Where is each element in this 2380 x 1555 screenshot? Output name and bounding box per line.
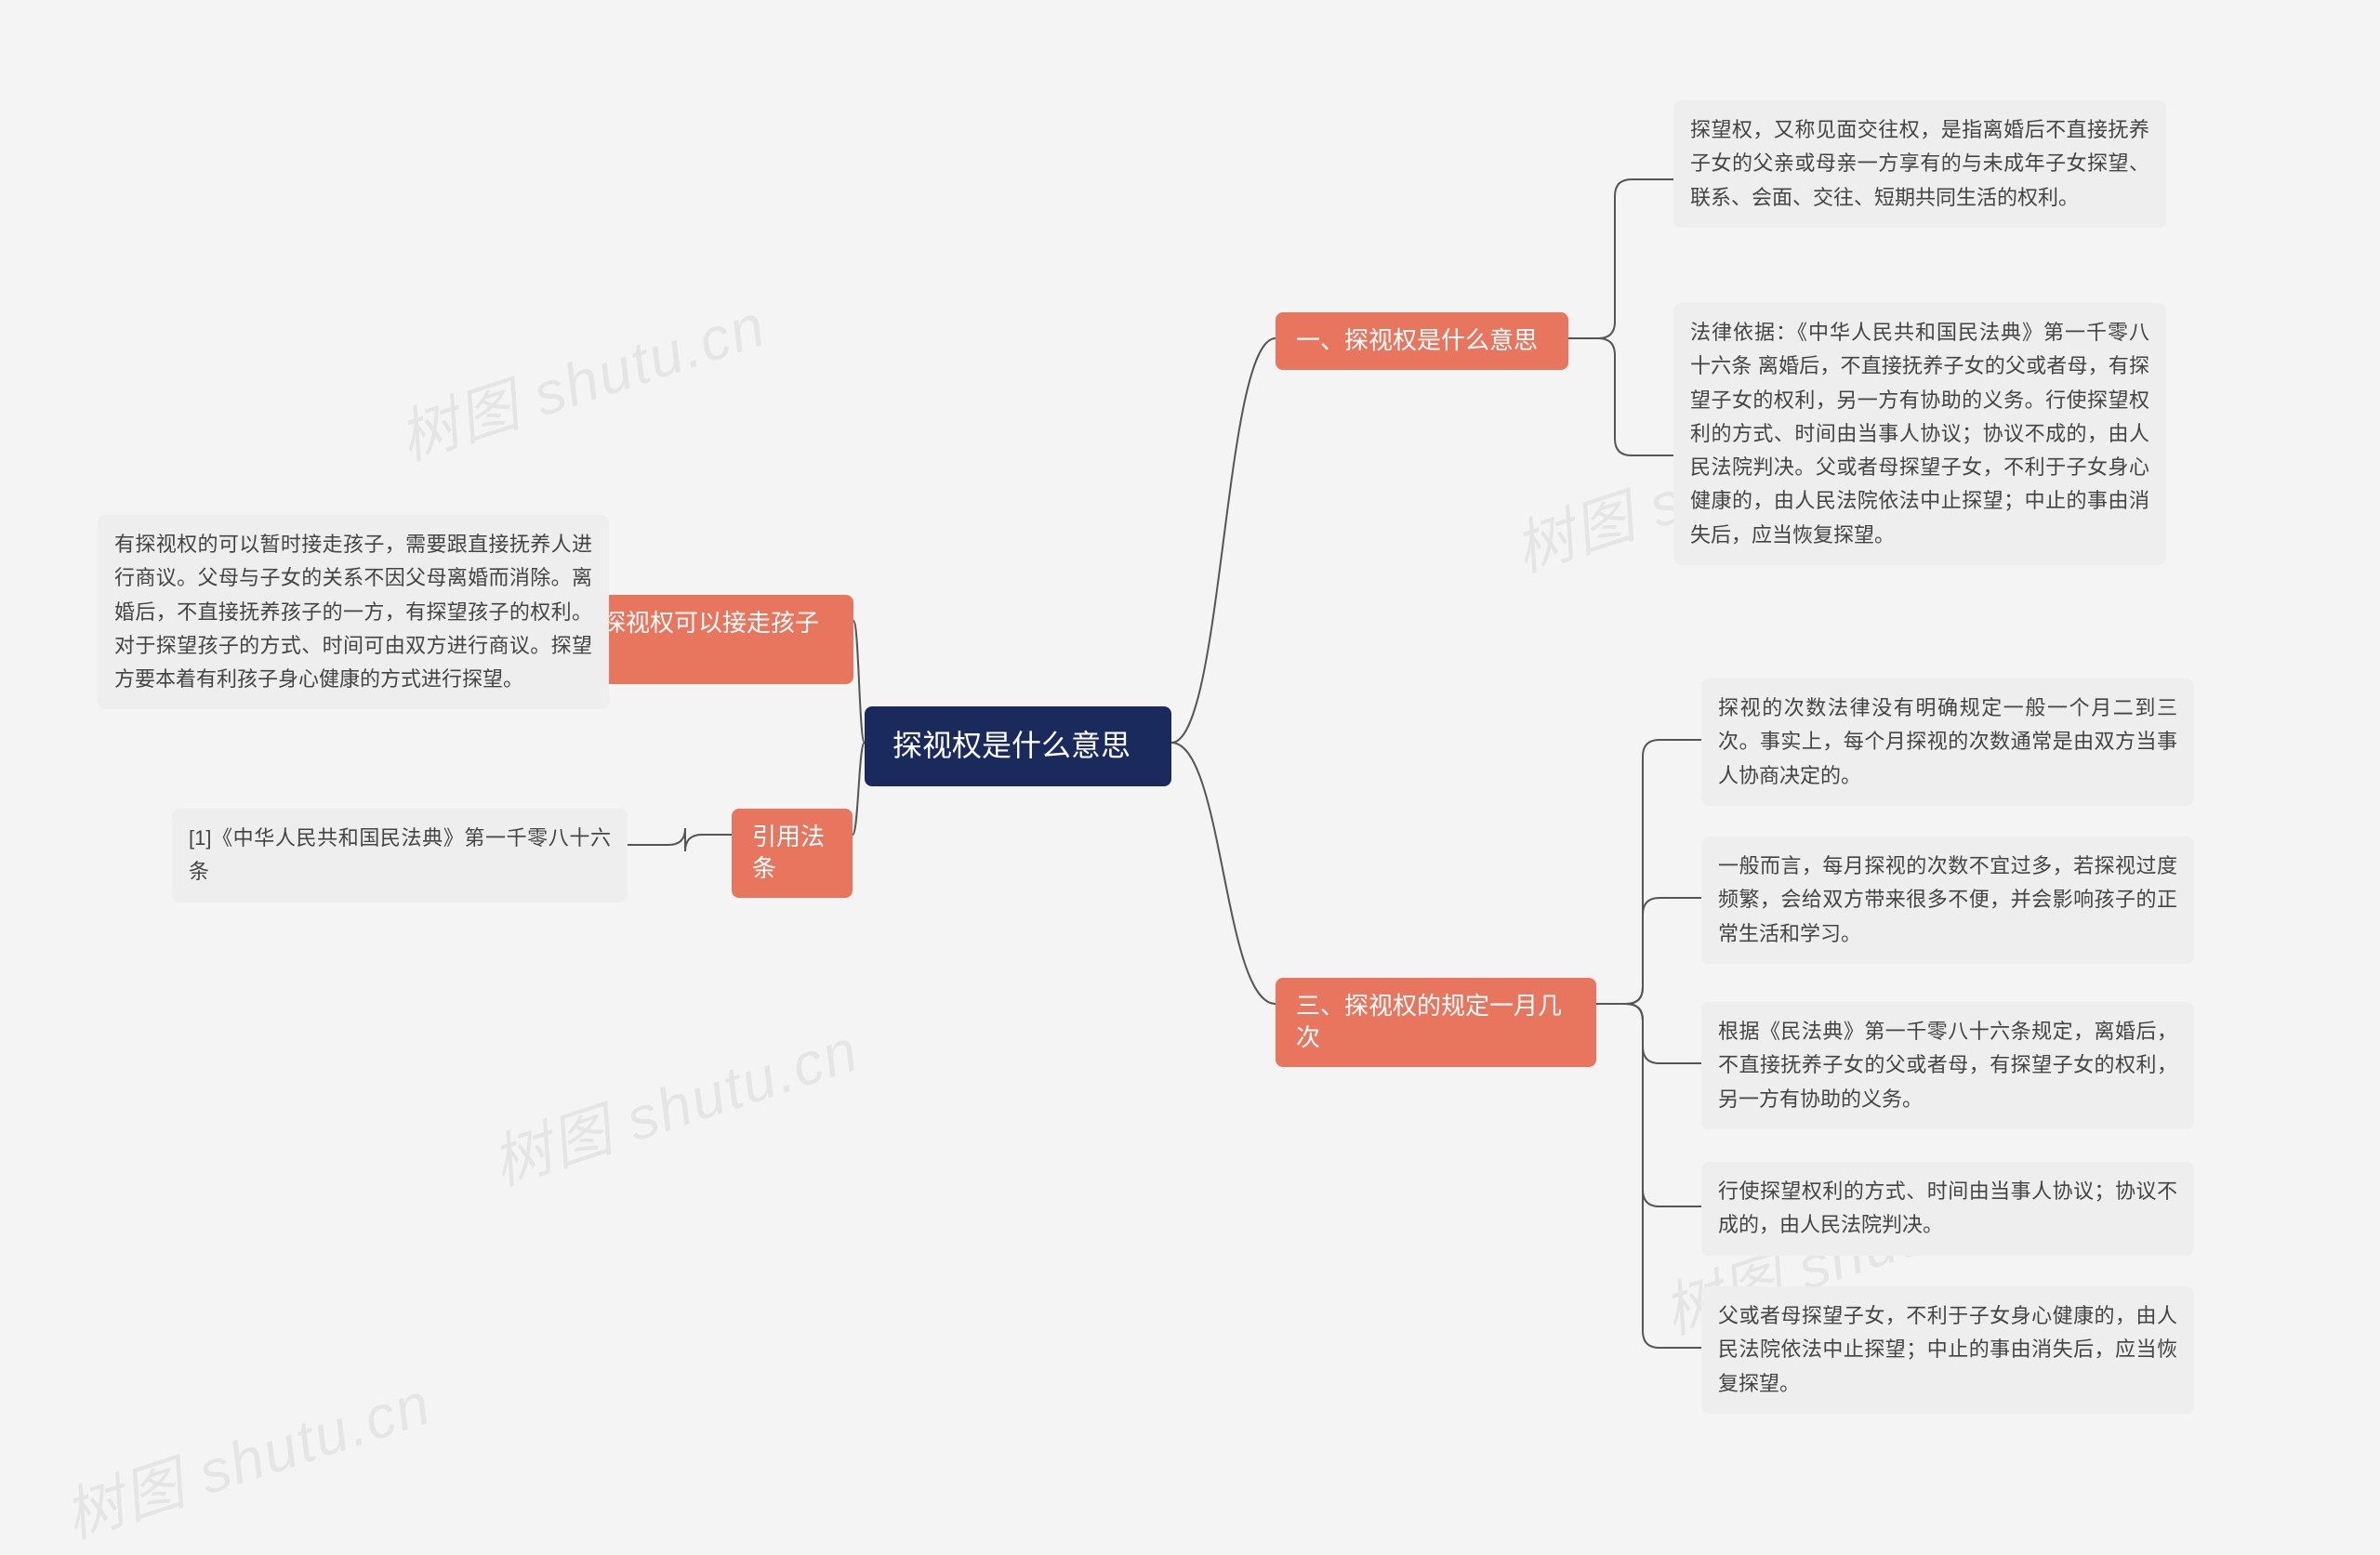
leaf-3b: 一般而言，每月探视的次数不宜过多，若探视过度频繁，会给双方带来很多不便，并会影响…	[1701, 837, 2194, 964]
watermark: 树图 shutu.cn	[480, 1003, 868, 1202]
watermark: 树图 shutu.cn	[387, 278, 775, 477]
root-node: 探视权是什么意思	[865, 706, 1171, 786]
branch-4: 引用法条	[732, 809, 853, 898]
branch-3: 三、探视权的规定一月几次	[1276, 978, 1596, 1067]
branch-1: 一、探视权是什么意思	[1276, 312, 1568, 370]
leaf-1b: 法律依据：《中华人民共和国民法典》第一千零八十六条 离婚后，不直接抚养子女的父或…	[1673, 303, 2166, 565]
leaf-4a: [1]《中华人民共和国民法典》第一千零八十六条	[172, 809, 628, 903]
leaf-3d: 行使探望权利的方式、时间由当事人协议；协议不成的，由人民法院判决。	[1701, 1162, 2194, 1256]
leaf-1a: 探望权，又称见面交往权，是指离婚后不直接抚养子女的父亲或母亲一方享有的与未成年子…	[1673, 100, 2166, 228]
leaf-3a: 探视的次数法律没有明确规定一般一个月二到三次。事实上，每个月探视的次数通常是由双…	[1701, 679, 2194, 806]
leaf-3e: 父或者母探望子女，不利于子女身心健康的，由人民法院依法中止探望；中止的事由消失后…	[1701, 1286, 2194, 1414]
leaf-2a: 有探视权的可以暂时接走孩子，需要跟直接抚养人进行商议。父母与子女的关系不因父母离…	[98, 515, 609, 709]
watermark: 树图 shutu.cn	[52, 1356, 441, 1555]
leaf-3c: 根据《民法典》第一千零八十六条规定，离婚后，不直接抚养子女的父或者母，有探望子女…	[1701, 1002, 2194, 1129]
